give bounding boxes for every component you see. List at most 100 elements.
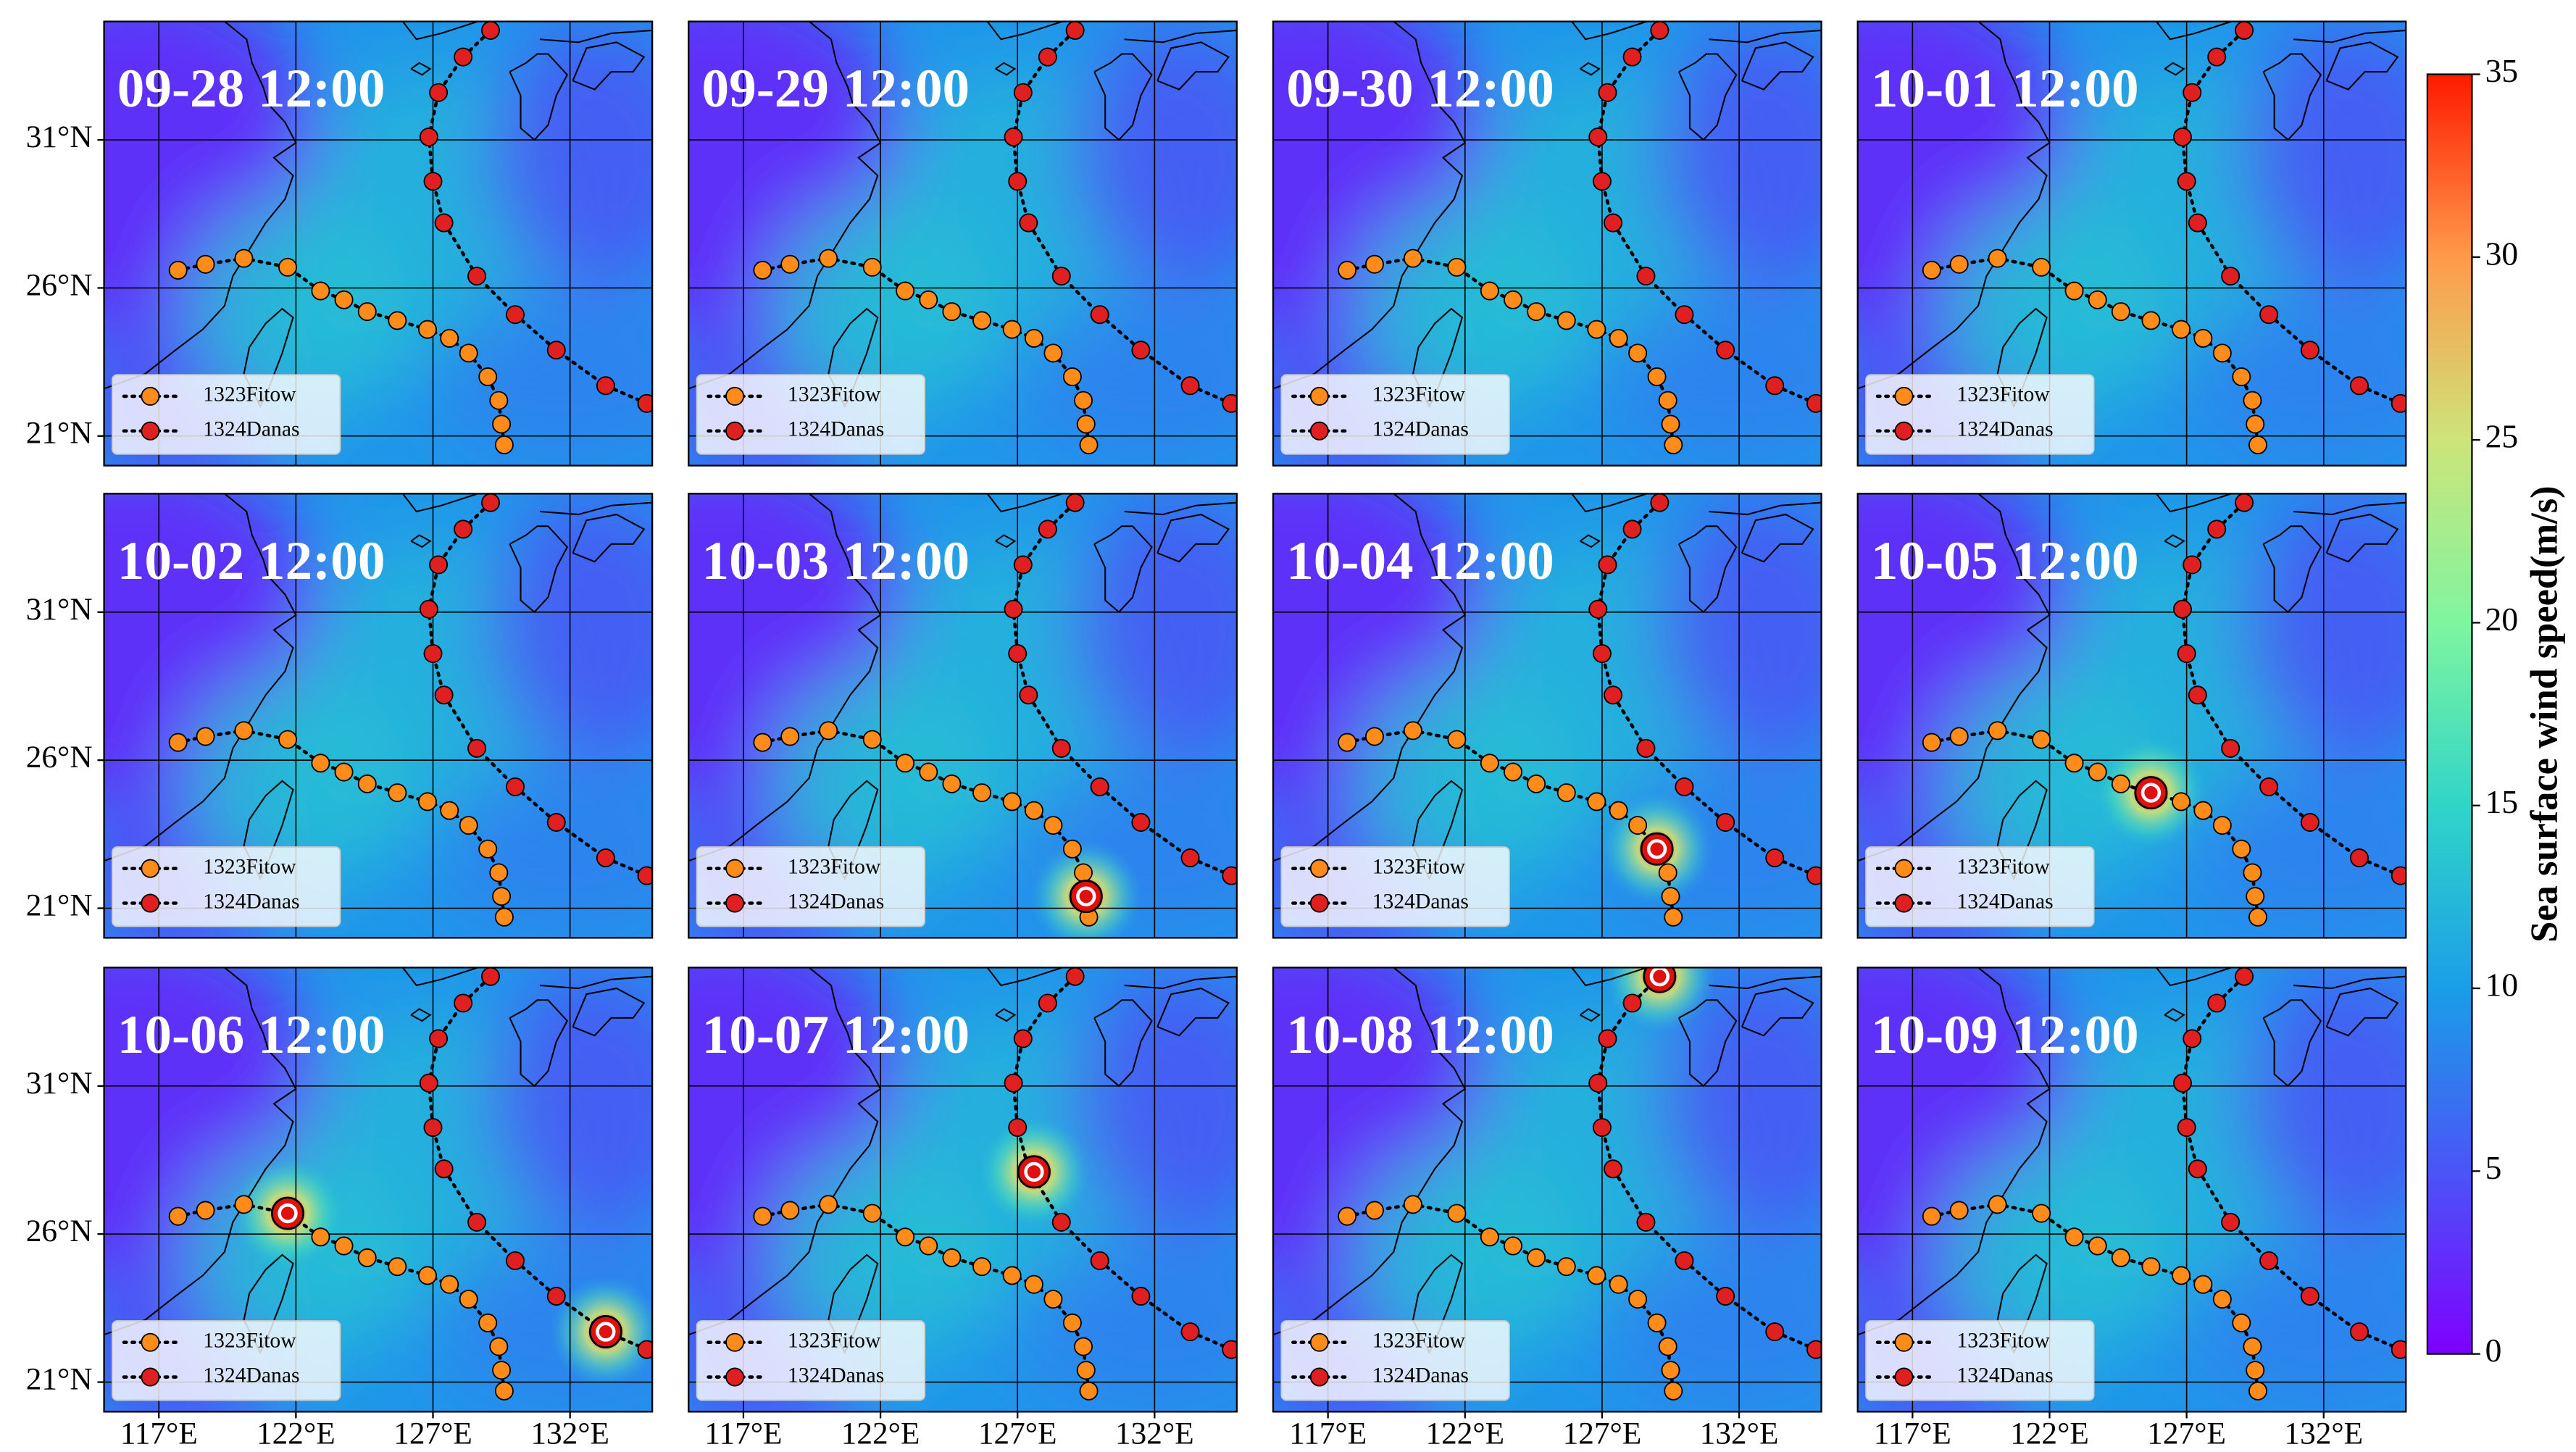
track-point — [1604, 213, 1623, 233]
track-point — [546, 341, 566, 360]
panel-frame — [688, 493, 1238, 939]
coastline — [986, 21, 1065, 41]
legend-marker — [1894, 1332, 1914, 1352]
legend-marker — [1309, 1332, 1329, 1352]
coastline — [2262, 525, 2322, 614]
track-point — [494, 435, 514, 455]
track-point — [1604, 685, 1623, 705]
y-tick-label: 21°N — [26, 416, 93, 451]
track-point — [1587, 320, 1606, 339]
track-point — [334, 762, 354, 782]
coastline — [1156, 41, 1230, 91]
track-point — [1043, 343, 1063, 363]
coastline — [1272, 493, 1467, 862]
track-point — [2232, 1313, 2251, 1332]
map-panel: 1323Fitow 1324Danas — [104, 493, 653, 938]
track-point — [1051, 1212, 1071, 1232]
y-tick-label: 31°N — [26, 120, 93, 154]
track-point — [1592, 172, 1612, 191]
track-point — [278, 730, 298, 749]
legend-box — [112, 374, 341, 455]
track-point — [2300, 813, 2319, 832]
coastline — [1741, 988, 1814, 1037]
coastline — [1272, 967, 1467, 1336]
track-point — [942, 774, 962, 793]
track-point — [2390, 393, 2406, 413]
map-panel: 1323Fitow 1324Danas — [1857, 493, 2406, 938]
track-point — [419, 128, 438, 146]
coastline — [509, 525, 569, 614]
coastline — [1571, 21, 1650, 41]
legend-marker — [1309, 1367, 1329, 1387]
track-point — [459, 343, 478, 363]
track-point — [1403, 1195, 1422, 1214]
track-point — [480, 21, 500, 40]
track-point — [1675, 305, 1694, 325]
track-point — [2183, 83, 2202, 102]
track-point — [1716, 1287, 1735, 1306]
track-point — [1556, 1257, 1576, 1277]
track-point — [2193, 801, 2213, 820]
legend-marker — [141, 1367, 160, 1387]
track-point — [478, 839, 498, 859]
track-point — [1527, 302, 1546, 322]
track-point — [492, 414, 512, 434]
legend-marker — [725, 421, 745, 441]
track-point — [1636, 267, 1656, 286]
panel-title: 10-07 12:00 — [702, 1005, 970, 1065]
track-point — [862, 1203, 882, 1223]
track-point — [168, 733, 188, 752]
coastline — [539, 29, 653, 43]
coastline — [1857, 21, 2051, 390]
track-line — [427, 975, 649, 1351]
track-point — [459, 816, 478, 835]
track-point — [2172, 320, 2191, 339]
track-point — [1480, 1227, 1499, 1247]
legend-box — [1865, 846, 2095, 927]
coastline — [1156, 514, 1230, 563]
track-point — [896, 754, 915, 773]
map-panel: 1323Fitow 1324Danas — [688, 21, 1237, 466]
legend: 1323Fitow 1324Danas — [1280, 1320, 1510, 1401]
track-point — [1622, 993, 1642, 1013]
coastline — [2293, 29, 2406, 43]
track-point — [1338, 1206, 1357, 1226]
track-point — [168, 260, 188, 280]
coastline — [995, 62, 1017, 76]
legend-marker — [141, 421, 160, 441]
legend-label: 1324Danas — [1956, 1364, 2053, 1387]
track-point — [440, 1274, 459, 1294]
coastline — [2164, 1008, 2185, 1022]
track-point — [1504, 1236, 1522, 1256]
track-point — [1588, 128, 1608, 146]
track-point — [862, 730, 882, 749]
track-point — [2188, 685, 2207, 705]
storm-center-ring — [2141, 783, 2162, 803]
coastline — [2262, 53, 2322, 141]
track-point — [489, 1337, 509, 1356]
panel-frame — [1856, 967, 2407, 1413]
coastline — [1677, 53, 1738, 141]
y-tick-label: 21°N — [26, 1361, 93, 1396]
x-tick-label: 122°E — [2010, 1416, 2089, 1451]
coastline — [688, 967, 882, 1336]
track-point — [1664, 435, 1683, 455]
track-point — [1004, 128, 1023, 146]
track-point — [596, 848, 615, 868]
track-point — [919, 290, 938, 309]
track-point — [1592, 1118, 1612, 1138]
track-line — [1012, 501, 1233, 877]
track-point — [1949, 254, 1969, 274]
track-point — [819, 721, 838, 740]
track-point — [2064, 281, 2084, 301]
track-point — [417, 792, 437, 811]
track-point — [1180, 1322, 1200, 1342]
track-point — [2246, 414, 2265, 434]
legend-label: 1324Danas — [788, 890, 884, 913]
coastline — [2325, 514, 2399, 563]
x-tick-label: 127°E — [393, 1416, 472, 1451]
coastline — [2325, 41, 2399, 91]
track-point — [2064, 754, 2084, 773]
coastline — [402, 493, 480, 513]
track-point — [1622, 520, 1642, 539]
